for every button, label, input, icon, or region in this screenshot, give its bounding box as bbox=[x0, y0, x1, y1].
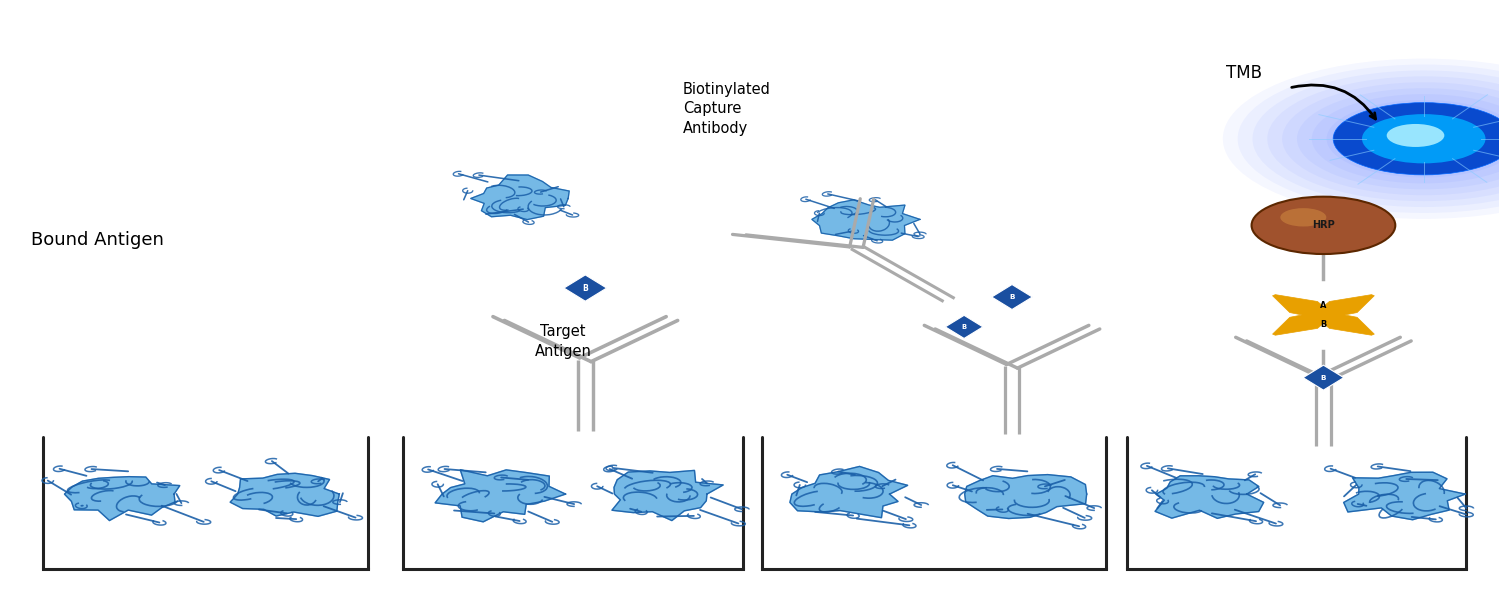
Polygon shape bbox=[230, 473, 339, 517]
Polygon shape bbox=[64, 476, 180, 521]
Text: B: B bbox=[1010, 294, 1016, 300]
Circle shape bbox=[1386, 124, 1444, 147]
Text: A: A bbox=[1320, 301, 1326, 310]
Polygon shape bbox=[992, 284, 1032, 310]
Circle shape bbox=[1334, 103, 1500, 175]
Polygon shape bbox=[945, 316, 982, 338]
Text: Target
Antigen: Target Antigen bbox=[534, 324, 591, 359]
Text: B: B bbox=[582, 284, 588, 293]
Text: B: B bbox=[962, 324, 966, 330]
Text: Bound Antigen: Bound Antigen bbox=[32, 231, 164, 249]
Polygon shape bbox=[790, 466, 908, 518]
Polygon shape bbox=[564, 275, 606, 301]
Text: HRP: HRP bbox=[1312, 220, 1335, 230]
Polygon shape bbox=[1272, 295, 1330, 317]
Text: TMB: TMB bbox=[1226, 64, 1262, 82]
Text: Biotinylated
Capture
Antibody: Biotinylated Capture Antibody bbox=[682, 82, 771, 136]
Text: B: B bbox=[1320, 320, 1326, 329]
Polygon shape bbox=[1344, 472, 1466, 520]
Text: B: B bbox=[1320, 374, 1326, 380]
Polygon shape bbox=[1155, 476, 1263, 518]
Circle shape bbox=[1251, 197, 1395, 254]
Polygon shape bbox=[812, 200, 919, 240]
Polygon shape bbox=[612, 470, 723, 521]
Polygon shape bbox=[1317, 312, 1374, 335]
Circle shape bbox=[1281, 208, 1326, 226]
Polygon shape bbox=[1304, 365, 1344, 390]
Polygon shape bbox=[964, 475, 1086, 518]
Polygon shape bbox=[1317, 295, 1374, 317]
Polygon shape bbox=[471, 175, 568, 220]
Circle shape bbox=[1362, 114, 1485, 163]
Polygon shape bbox=[435, 470, 566, 522]
Polygon shape bbox=[1272, 312, 1330, 335]
